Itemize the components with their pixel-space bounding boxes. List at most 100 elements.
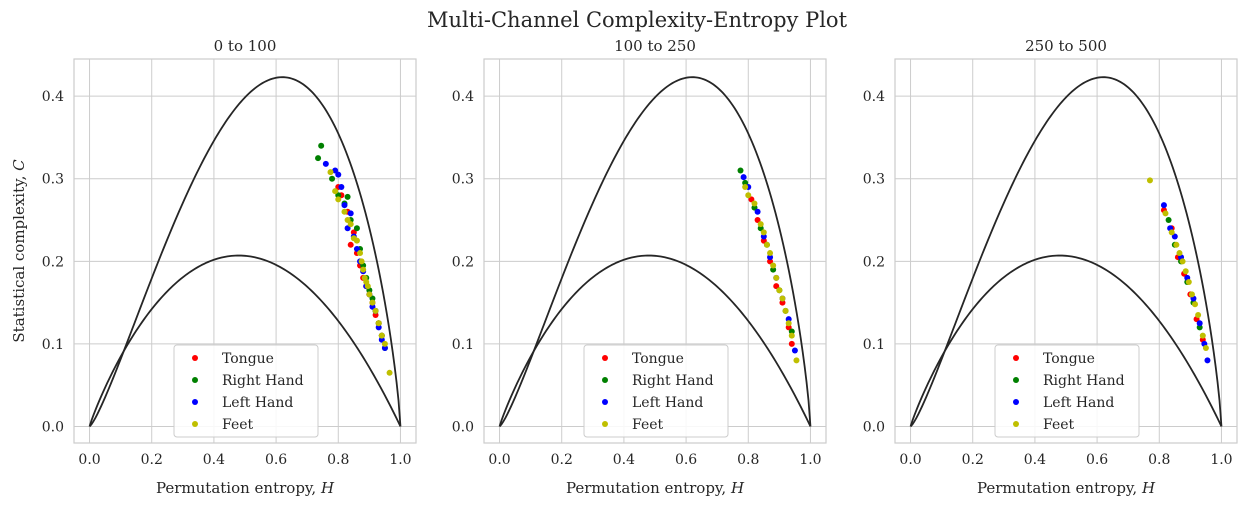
y-tick-label: 0.4 [863, 89, 885, 105]
scatter-point [788, 340, 795, 347]
x-tick-label: 0.6 [1086, 452, 1108, 468]
series-tongue [748, 196, 795, 347]
scatter-point [1204, 357, 1211, 364]
scatter-point [760, 229, 767, 236]
scatter-point [347, 221, 354, 228]
panel-title: 100 to 250 [614, 37, 696, 55]
scatter-point [335, 192, 342, 199]
scatter-point [341, 208, 348, 215]
scatter-point [375, 324, 382, 331]
legend-box [994, 344, 1140, 438]
scatter-point [329, 175, 336, 182]
x-tick-label: 0.8 [327, 452, 349, 468]
x-tick-label: 0.0 [899, 452, 921, 468]
min-complexity-curve [88, 254, 402, 427]
scatter-point [335, 171, 342, 178]
series-feet [1146, 177, 1209, 352]
scatter-point [1199, 332, 1206, 339]
scatter-point [347, 210, 354, 217]
x-tick-label: 0.4 [613, 452, 635, 468]
scatter-point [751, 204, 758, 211]
scatter-point [782, 307, 789, 314]
x-tick-label: 1.0 [1210, 452, 1232, 468]
legend-marker [602, 377, 608, 383]
scatter-point [1188, 291, 1195, 298]
legend-label: Left Hand [222, 395, 293, 411]
scatter-point [760, 233, 767, 240]
legend-label: Left Hand [632, 395, 703, 411]
max-complexity-curve [498, 76, 812, 428]
legend-label: Tongue [632, 351, 684, 367]
legend-label: Tongue [222, 351, 274, 367]
scatter-point [347, 241, 354, 248]
scatter-point [372, 312, 379, 318]
scatter-point [378, 336, 385, 343]
scatter-point [779, 299, 786, 306]
scatter-point [341, 202, 348, 209]
scatter-point [322, 160, 329, 167]
scatter-point [364, 283, 371, 290]
scatter-point [757, 225, 764, 232]
legend-label: Feet [222, 417, 254, 433]
x-tick-label: 0.6 [675, 452, 697, 468]
x-tick-label: 0.2 [551, 452, 573, 468]
scatter-point [751, 200, 758, 207]
max-complexity-curve [909, 76, 1223, 428]
scatter-point [767, 250, 774, 257]
scatter-point [344, 193, 351, 200]
scatter-point [785, 316, 792, 323]
scatter-point [353, 245, 360, 252]
legend-marker [192, 399, 198, 405]
legend-label: Right Hand [222, 373, 304, 389]
panels: 0.0 0.2 0.4 0.6 0.8 1.0 0.0 0.1 0.2 0.3 0.4 0 to 10… [10, 37, 1238, 497]
scatter-point [785, 324, 792, 331]
legend-marker [602, 421, 608, 427]
y-tick-label: 0.2 [42, 254, 64, 270]
scatter-point [318, 142, 325, 149]
scatter-point [740, 174, 747, 181]
scatter-point [1165, 217, 1172, 224]
legend-label: Tongue [1043, 351, 1095, 367]
y-tick-label: 0.2 [452, 254, 474, 270]
scatter-point [770, 262, 777, 269]
scatter-point [1185, 278, 1192, 285]
legend-marker [1013, 399, 1019, 405]
figure-title: Multi-Channel Complexity-Entropy Plot [427, 8, 848, 32]
y-tick-label: 0.3 [452, 172, 474, 188]
x-tick-label: 1.0 [799, 452, 821, 468]
y-tick-label: 0.3 [863, 172, 885, 188]
scatter-point [369, 295, 376, 302]
legend: Tongue Right Hand Left Hand Feet [173, 344, 319, 438]
scatter-point [375, 320, 382, 327]
scatter-point [344, 217, 351, 224]
scatter-point [1196, 324, 1203, 331]
legend-marker [1013, 377, 1019, 383]
scatter-point [788, 328, 795, 335]
scatter-point [773, 274, 780, 281]
y-tick-label: 0.0 [863, 419, 885, 435]
scatter-point [357, 250, 364, 257]
panel-2: 0.0 0.2 0.4 0.6 0.8 1.0 0.0 0.1 0.2 0.3 0.4 100 to … [452, 37, 827, 497]
y-tick-label: 0.1 [863, 337, 885, 353]
y-tick-label: 0.1 [42, 337, 64, 353]
scatter-point [742, 184, 749, 190]
legend: Tongue Right Hand Left Hand Feet [583, 344, 729, 438]
y-tick-label: 0.1 [452, 337, 474, 353]
scatter-point [760, 237, 767, 244]
x-axis-label: Permutation entropy, H [977, 479, 1156, 497]
scatter-point [369, 303, 376, 310]
scatter-point [344, 225, 351, 232]
scatter-point [315, 155, 322, 162]
scatter-point [791, 347, 798, 354]
scatter-point [788, 332, 795, 339]
scatter-point [358, 258, 365, 265]
scatter-point [327, 169, 334, 176]
x-tick-label: 0.0 [78, 452, 100, 468]
scatter-point [381, 345, 388, 352]
scatter-point [338, 184, 345, 190]
scatter-point [737, 167, 744, 174]
panel-3: 0.0 0.2 0.4 0.6 0.8 1.0 0.0 0.1 0.2 0.3 0.4 250 to … [863, 37, 1238, 497]
legend-marker [1013, 421, 1019, 427]
scatter-point [773, 283, 780, 290]
